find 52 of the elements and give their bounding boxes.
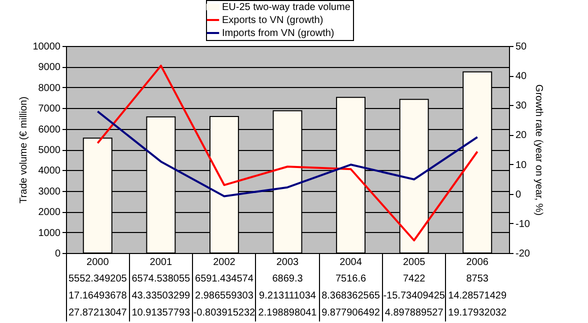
data-label: 6574.538055 [132, 274, 191, 284]
y-tick-label: 0 [54, 248, 61, 260]
x-tick-label: 2004 [340, 257, 362, 268]
data-label: 27.87213047 [68, 308, 128, 318]
data-label: -15.73409425 [383, 290, 446, 302]
y-tick-label: 1000 [38, 228, 61, 239]
x-tick-label: 2000 [86, 257, 110, 268]
data-label: 14.28571429 [448, 290, 507, 302]
data-label: 8753 [466, 274, 489, 284]
y-tick-label: 5000 [38, 145, 61, 156]
data-label: 9.877906492 [322, 308, 380, 318]
data-label: 2.986559303 [195, 290, 254, 302]
data-label: 4.897889527 [384, 308, 444, 318]
x-tick-label: 2001 [150, 257, 172, 268]
y-tick-label: 4000 [38, 166, 61, 177]
data-label: 2.198898041 [258, 308, 318, 318]
y-tick-label: 3000 [38, 186, 61, 198]
y-tick-label: 6000 [38, 124, 61, 136]
data-label: -0.803915232 [193, 308, 256, 318]
y-tick-label: 10000 [32, 42, 61, 52]
data-label: 43.33503299 [132, 290, 191, 302]
legend-label: Imports from VN (growth) [222, 28, 334, 39]
y2-tick-label: -10 [516, 218, 530, 230]
legend-label: EU-25 two-way trade volume [222, 2, 351, 13]
y-tick-label: 7000 [38, 104, 61, 115]
y2-tick-label: -20 [516, 248, 530, 260]
x-tick-label: 2003 [276, 257, 300, 268]
x-tick-label: 2005 [402, 257, 426, 268]
y-tick-label: 2000 [38, 207, 61, 218]
y2-tick-label: 40 [516, 71, 528, 82]
data-label: 7422 [402, 274, 426, 284]
x-tick-label: 2006 [466, 257, 489, 268]
data-label: 10.91357793 [132, 308, 191, 318]
y-axis-title: Trade volume (€ million) [18, 96, 30, 204]
y2-tick-label: 50 [516, 42, 528, 52]
data-label: 6869.3 [272, 274, 304, 284]
legend-label: Exports to VN (growth) [222, 15, 324, 26]
y2-axis-title: Growth rate (year on year, %) [532, 84, 544, 216]
data-label: 7516.6 [335, 274, 367, 284]
data-label: 6591.434574 [195, 274, 254, 284]
data-label: 8.368362565 [322, 290, 380, 302]
y2-tick-label: 10 [516, 160, 528, 171]
y2-tick-label: 0 [516, 189, 522, 200]
y-tick-label: 8000 [38, 82, 61, 94]
data-label: 19.17932032 [448, 308, 507, 318]
y2-tick-label: 30 [516, 100, 528, 112]
data-label: 9.213111034 [259, 290, 316, 302]
x-tick-label: 2002 [213, 257, 236, 268]
data-label: 17.16493678 [68, 290, 128, 302]
y-tick-label: 9000 [38, 62, 61, 74]
data-label: 5552.349205 [68, 274, 128, 284]
y2-tick-label: 20 [516, 130, 528, 142]
